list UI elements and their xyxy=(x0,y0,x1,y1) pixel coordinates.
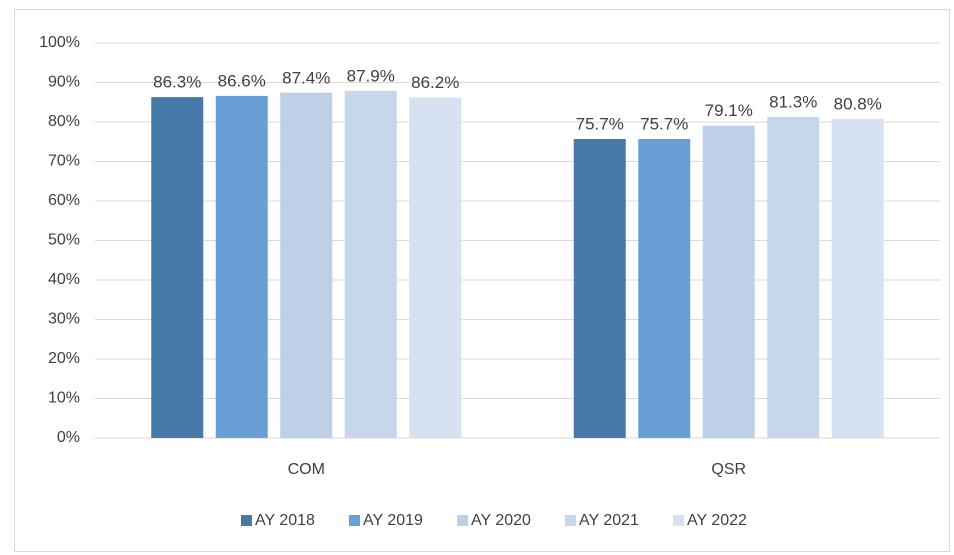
value-label: 79.1% xyxy=(705,101,753,120)
legend-label: AY 2019 xyxy=(363,512,423,529)
y-tick-label: 10% xyxy=(48,390,80,407)
x-tick-label: QSR xyxy=(711,461,746,478)
legend-label: AY 2022 xyxy=(687,512,747,529)
bar xyxy=(215,95,268,439)
value-label: 86.3% xyxy=(153,73,201,92)
y-tick-label: 50% xyxy=(48,232,80,249)
value-label: 87.4% xyxy=(282,68,330,87)
y-tick-label: 40% xyxy=(48,271,80,288)
y-tick-label: 90% xyxy=(48,74,80,91)
value-label: 86.6% xyxy=(218,71,266,90)
bar xyxy=(344,90,397,439)
value-label: 87.9% xyxy=(347,66,395,85)
bar xyxy=(702,125,755,439)
value-label: 86.2% xyxy=(411,73,459,92)
bar xyxy=(638,138,691,439)
bar xyxy=(573,138,626,439)
value-label: 75.7% xyxy=(576,114,624,133)
legend-label: AY 2018 xyxy=(255,512,315,529)
bar xyxy=(151,97,204,439)
legend-swatch xyxy=(241,515,252,526)
y-tick-label: 30% xyxy=(48,311,80,328)
legend-swatch xyxy=(349,515,360,526)
y-tick-label: 70% xyxy=(48,153,80,170)
legend-swatch xyxy=(457,515,468,526)
legend-label: AY 2021 xyxy=(579,512,639,529)
value-label: 81.3% xyxy=(769,92,817,111)
y-tick-label: 0% xyxy=(57,429,80,446)
bar xyxy=(767,116,820,439)
y-tick-label: 80% xyxy=(48,113,80,130)
value-label: 75.7% xyxy=(640,114,688,133)
legend-swatch xyxy=(565,515,576,526)
bar xyxy=(280,92,333,439)
bar xyxy=(409,97,462,438)
legend-swatch xyxy=(673,515,684,526)
x-tick-label: COM xyxy=(288,461,325,478)
y-tick-label: 60% xyxy=(48,192,80,209)
value-label: 80.8% xyxy=(834,94,882,113)
y-tick-label: 100% xyxy=(39,34,80,51)
y-tick-label: 20% xyxy=(48,350,80,367)
legend-label: AY 2020 xyxy=(471,512,531,529)
bar xyxy=(831,118,884,438)
